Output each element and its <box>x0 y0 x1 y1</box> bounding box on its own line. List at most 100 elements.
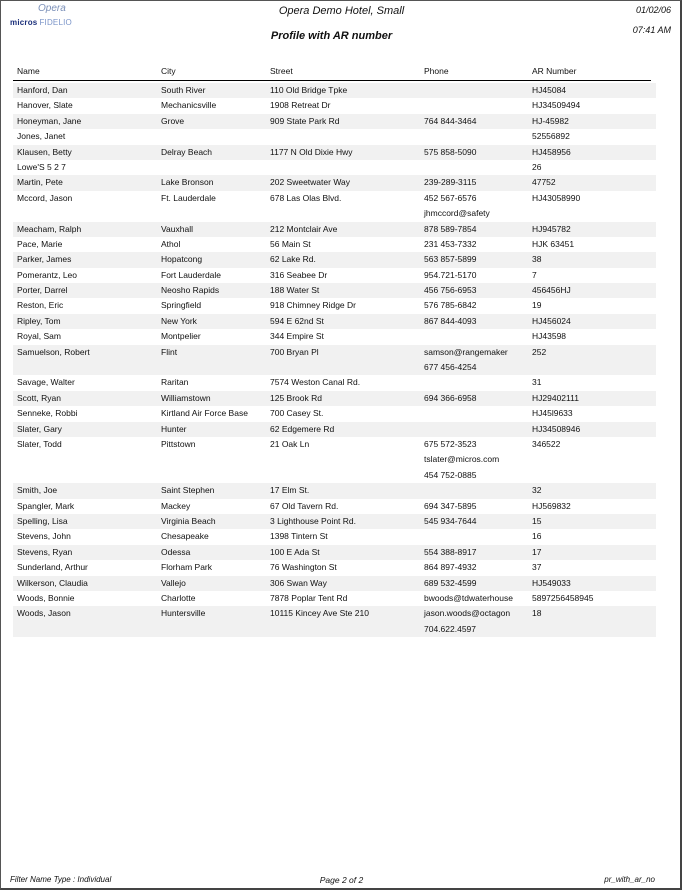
table-row: Samuelson, Robert Flint 700 Bryan Pl samson… <box>13 344 656 376</box>
cell-name: Spelling, Lisa <box>17 515 68 526</box>
cell-street: 7574 Weston Canal Rd. <box>270 377 361 388</box>
table-row: Slater, Gary Hunter 62 Edgemere Rd HJ345089… <box>13 421 656 438</box>
cell-phone: 563 857-5899 <box>424 252 476 267</box>
cell-city: Hopatcong <box>161 254 203 265</box>
phone-line: 576 785-6842 <box>424 300 477 311</box>
table-row: Stevens, Ryan Odessa 100 E Ada St 554 388-8… <box>13 544 656 561</box>
cell-phone: bwoods@tdwaterhouse <box>424 591 513 606</box>
cell-street: 1398 Tintern St <box>270 531 328 542</box>
cell-ar-number: 5897256458945 <box>532 592 594 603</box>
cell-city: Neosho Rapids <box>161 285 220 296</box>
table-row: Ripley, Tom New York 594 E 62nd St 867 844-… <box>13 313 656 330</box>
cell-ar-number: HJ43598 <box>532 331 567 342</box>
cell-street: 62 Edgemere Rd <box>270 423 335 434</box>
table-row: Woods, Jason Huntersville 10115 Kincey Ave… <box>13 606 656 638</box>
cell-street: 212 Montclair Ave <box>270 223 338 234</box>
cell-street: 316 Seabee Dr <box>270 269 328 280</box>
cell-city: Saint Stephen <box>161 485 215 496</box>
cell-phone: 239-289-3115 <box>424 175 476 190</box>
footer-filter: Filter Name Type : Individual <box>10 875 112 884</box>
cell-street: 700 Bryan Pl <box>270 346 319 357</box>
cell-phone: 864 897-4932 <box>424 560 476 575</box>
table-row: Parker, James Hopatcong 62 Lake Rd. 563 857… <box>13 252 656 268</box>
table-row: Klausen, Betty Delray Beach 1177 N Old Dix… <box>13 144 656 160</box>
cell-street: 76 Washington St <box>270 562 337 573</box>
table-row: Smith, Joe Saint Stephen 17 Elm St. 32 <box>13 483 656 499</box>
cell-phone: 764 844-3464 <box>424 114 476 129</box>
cell-street: 110 Old Bridge Tpke <box>270 85 348 95</box>
cell-name: Senneke, Robbi <box>17 408 78 419</box>
phone-line: 864 897-4932 <box>424 562 477 573</box>
cell-phone: 694 366-6958 <box>424 391 476 406</box>
footer-report-id: pr_with_ar_no <box>604 875 655 884</box>
cell-street: 594 E 62nd St <box>270 315 324 326</box>
cell-street: 306 Swan Way <box>270 577 327 588</box>
cell-name: Jones, Janet <box>17 131 66 142</box>
cell-name: Hanford, Dan <box>17 85 68 95</box>
phone-line: 231 453-7332 <box>424 238 477 249</box>
column-header-city: City <box>161 66 176 76</box>
cell-name: Slater, Todd <box>17 439 62 450</box>
cell-street: 100 E Ada St <box>270 546 320 557</box>
footer-page-number: Page 2 of 2 <box>319 875 364 885</box>
table-row: Pomerantz, Leo Fort Lauderdale 316 Seabee … <box>13 268 656 283</box>
table-row: Porter, Darrel Neosho Rapids 188 Water St 4… <box>13 283 656 299</box>
cell-city: Montpelier <box>161 331 201 342</box>
cell-name: Wilkerson, Claudia <box>17 577 88 588</box>
cell-city: Vallejo <box>161 577 186 588</box>
fidelio-text: FIDELIO <box>39 18 72 27</box>
phone-line: 694 347-5895 <box>424 500 477 511</box>
cell-city: Vauxhall <box>161 223 193 234</box>
phone-line: 545 934-7644 <box>424 515 477 526</box>
cell-city: Florham Park <box>161 562 213 573</box>
hotel-name: Opera Demo Hotel, Small <box>278 5 405 17</box>
cell-city: Raritan <box>161 377 189 388</box>
cell-name: Scott, Ryan <box>17 392 61 403</box>
cell-phone: 675 572-3523 tslater@micros.com 454 752-08… <box>424 437 499 483</box>
cell-street: 344 Empire St <box>270 331 324 342</box>
cell-city: New York <box>161 315 197 326</box>
phone-line: jhmccord@safety <box>424 208 490 219</box>
cell-phone: jason.woods@octagon 704.622.4597 <box>424 606 510 637</box>
cell-phone: 954.721-5170 <box>424 268 476 283</box>
cell-name: Woods, Bonnie <box>17 592 75 603</box>
cell-city: Mechanicsville <box>161 100 217 111</box>
cell-street: 188 Water St <box>270 285 320 296</box>
phone-line: 575 858-5090 <box>424 146 477 157</box>
table-body: Hanford, Dan South River 110 Old Bridge Tp… <box>13 83 656 638</box>
phone-line: 452 567-6576 <box>424 192 477 203</box>
cell-city: Hunter <box>161 423 187 434</box>
cell-street: 678 Las Olas Blvd. <box>270 192 342 203</box>
column-header-name: Name <box>17 66 40 76</box>
cell-city: Chesapeake <box>161 531 209 542</box>
cell-ar-number: HJK 63451 <box>532 238 575 249</box>
cell-street: 21 Oak Ln <box>270 439 310 450</box>
cell-phone: 694 347-5895 <box>424 499 476 514</box>
cell-name: Sunderland, Arthur <box>17 562 88 573</box>
cell-ar-number: 252 <box>532 346 547 357</box>
cell-city: Lake Bronson <box>161 177 214 188</box>
cell-name: Klausen, Betty <box>17 146 72 157</box>
cell-ar-number: 52556892 <box>532 131 570 142</box>
cell-street: 3 Lighthouse Point Rd. <box>270 515 357 526</box>
cell-phone: 456 756-6953 <box>424 283 476 298</box>
cell-ar-number: HJ29402111 <box>532 392 579 403</box>
cell-ar-number: 18 <box>532 608 542 619</box>
cell-phone: 878 589-7854 <box>424 222 476 237</box>
cell-city: Pittstown <box>161 439 196 450</box>
cell-name: Mccord, Jason <box>17 192 73 203</box>
table-row: Reston, Eric Springfield 918 Chimney Ridge… <box>13 298 656 313</box>
micros-fidelio-logo: micros FIDELIO <box>10 18 72 27</box>
cell-name: Spangler, Mark <box>17 500 75 511</box>
cell-ar-number: 346522 <box>532 439 561 450</box>
cell-name: Woods, Jason <box>17 608 71 619</box>
cell-name: Hanover, Slate <box>17 100 73 111</box>
cell-name: Stevens, John <box>17 531 71 542</box>
cell-street: 125 Brook Rd <box>270 392 322 403</box>
phone-line: 878 589-7854 <box>424 223 477 234</box>
micros-text: micros <box>10 18 38 27</box>
cell-city: Mackey <box>161 500 191 511</box>
cell-phone: 545 934-7644 <box>424 514 476 529</box>
table-row: Meacham, Ralph Vauxhall 212 Montclair Ave 8… <box>13 221 656 237</box>
